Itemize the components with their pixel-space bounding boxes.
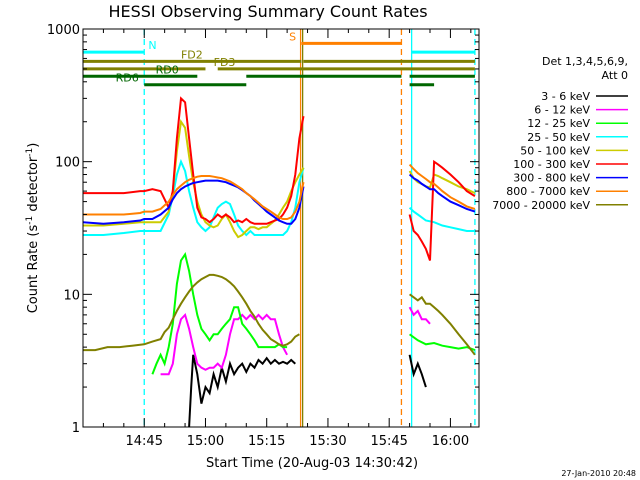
x-tick-label-1: 15:00 — [187, 434, 224, 449]
plot-frame — [82, 28, 480, 428]
series-line-after-gap-2 — [409, 333, 476, 352]
series-line-2 — [151, 251, 288, 375]
series-line-5 — [83, 96, 305, 225]
y-tick-label-2: 100 — [55, 156, 80, 171]
flag-label-FD2: FD2 — [181, 48, 203, 61]
x-tick-label-3: 15:30 — [309, 434, 346, 449]
series-line-after-gap-5 — [408, 159, 476, 261]
legend-label-1: 6 - 12 keV — [534, 104, 590, 117]
legend-label-4: 50 - 100 keV — [520, 144, 590, 157]
series-line-6 — [83, 179, 305, 225]
series-line-after-gap-8 — [409, 293, 476, 356]
footer-timestamp: 27-Jan-2010 20:48 — [561, 469, 636, 478]
series-line-after-gap-1 — [408, 306, 431, 325]
legend-label-0: 3 - 6 keV — [541, 90, 590, 103]
legend-header-line2: Att 0 — [602, 69, 628, 82]
legend-header-line1: Det 1,3,4,5,6,9, — [542, 55, 628, 68]
series-line-after-gap-0 — [408, 354, 427, 388]
chart-title: HESSI Observing Summary Count Rates — [108, 2, 427, 21]
y-tick-label-3: 1000 — [47, 23, 80, 38]
legend-label-5: 100 - 300 keV — [513, 158, 590, 171]
x-tick-label-4: 15:45 — [370, 434, 407, 449]
series-line-7 — [83, 175, 305, 220]
flag-label-RD6: RD6 — [116, 72, 139, 85]
legend-label-2: 12 - 25 keV — [527, 117, 590, 130]
series-line-after-gap-3 — [408, 206, 475, 232]
legend-label-7: 800 - 7000 keV — [506, 185, 590, 198]
x-tick-label-5: 16:00 — [432, 434, 469, 449]
x-tick-label-0: 14:45 — [126, 434, 163, 449]
legend-label-8: 7000 - 20000 keV — [492, 199, 590, 212]
x-tick-label-2: 15:15 — [248, 434, 285, 449]
legend-label-3: 25 - 50 keV — [527, 131, 590, 144]
flag-label-S: S — [289, 30, 296, 43]
flag-label-RD0: RD0 — [156, 63, 179, 76]
y-axis-label: Count Rate (s-1 detector-1) — [25, 143, 41, 314]
series-line-1 — [160, 312, 288, 376]
flag-label-N: N — [148, 39, 156, 52]
series-line-after-gap-6 — [408, 173, 476, 213]
y-tick-label-1: 10 — [63, 288, 80, 303]
series-line-0 — [188, 354, 296, 427]
legend-label-6: 300 - 800 keV — [513, 172, 590, 185]
series-line-after-gap-7 — [408, 163, 476, 210]
x-axis-label: Start Time (20-Aug-03 14:30:42) — [206, 456, 418, 471]
flag-label-FD3: FD3 — [214, 56, 236, 69]
series-line-8 — [83, 273, 300, 352]
y-tick-label-0: 1 — [72, 421, 80, 436]
